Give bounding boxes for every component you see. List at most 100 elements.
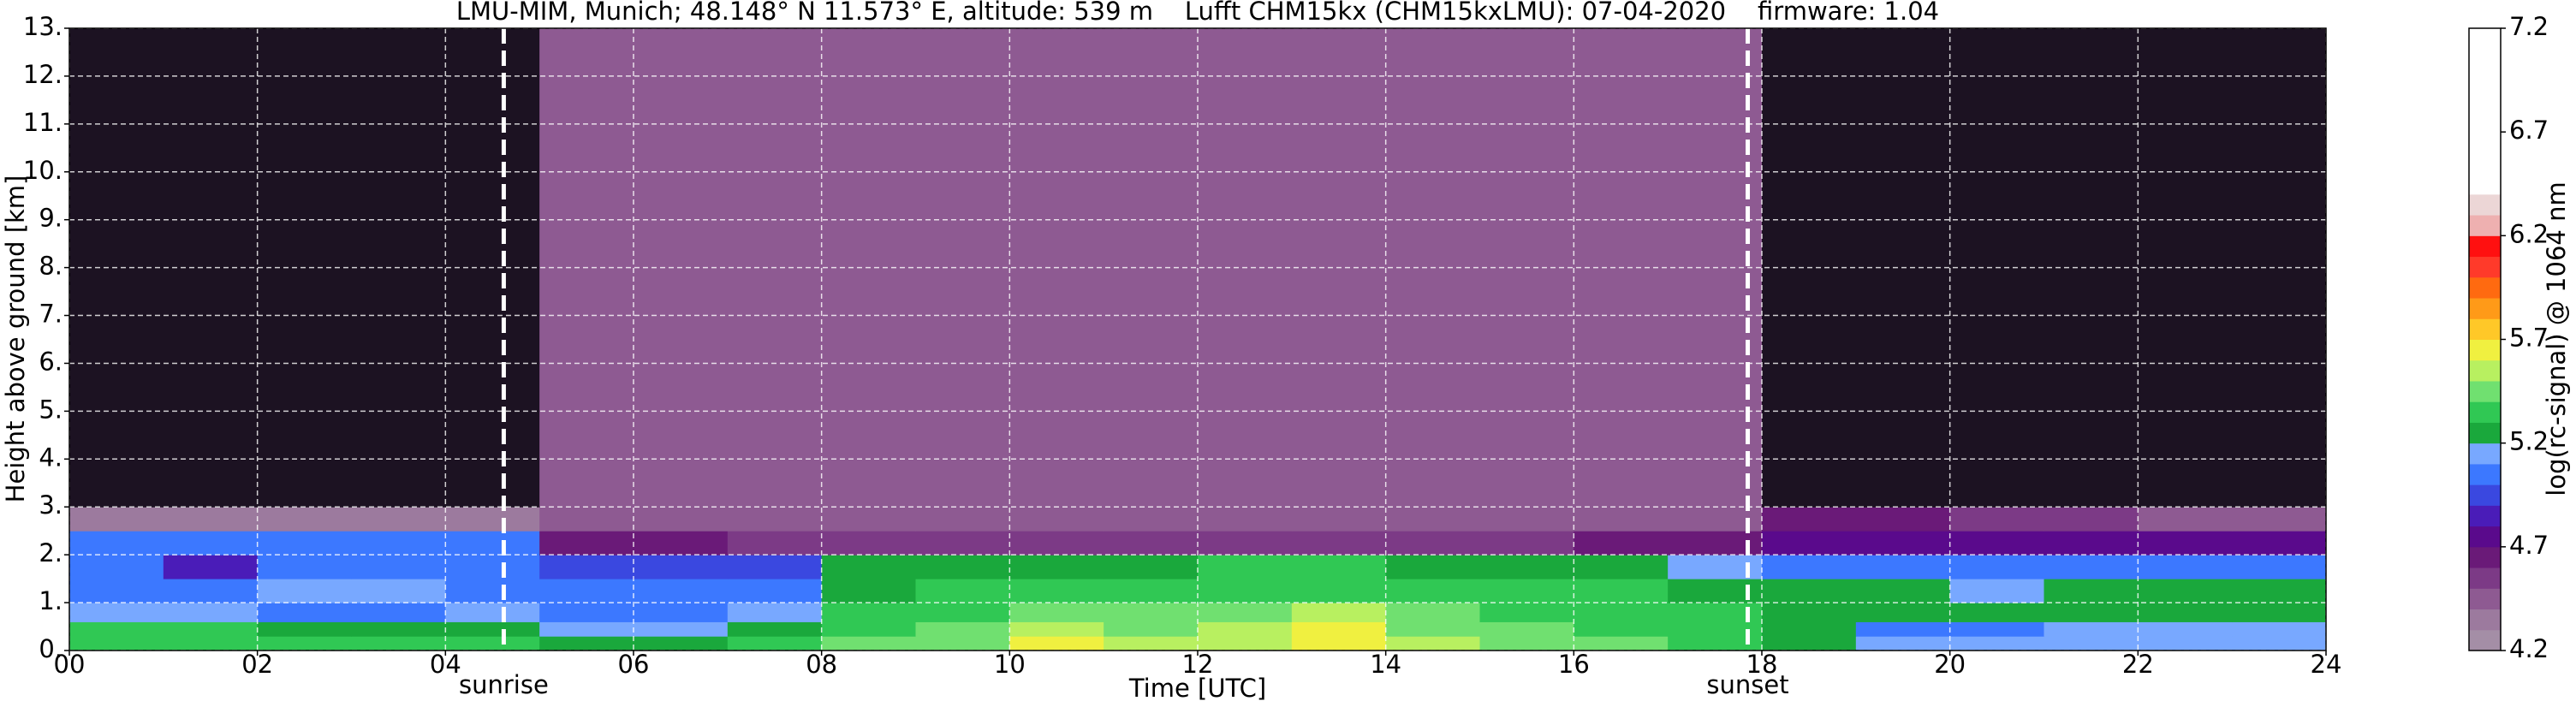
heatmap-cell [257, 579, 352, 603]
heatmap-cell [1104, 507, 1199, 532]
heatmap-cell [2138, 603, 2233, 622]
y-tick-label: 13. [23, 12, 62, 41]
heatmap-cell [1668, 636, 1763, 651]
heatmap-cell [1385, 555, 1480, 579]
colorbar-segment [2469, 588, 2501, 610]
heatmap-cell [351, 621, 446, 637]
heatmap-cell [634, 603, 729, 622]
heatmap-cell [1104, 636, 1199, 651]
y-tick-label: 0. [39, 634, 62, 663]
heatmap-cell [1198, 507, 1293, 532]
heatmap-cell [1479, 636, 1574, 651]
heatmap-cell [2232, 579, 2327, 603]
heatmap-cell [351, 507, 446, 532]
heatmap-cell [351, 636, 446, 651]
heatmap-cell [1479, 603, 1574, 622]
heatmap-cell [1385, 636, 1480, 651]
y-tick-label: 4. [39, 443, 62, 472]
colorbar-segment [2469, 152, 2501, 175]
x-tick-label: 00 [54, 650, 86, 679]
colorbar-segment [2469, 110, 2501, 133]
heatmap-cell [445, 555, 540, 579]
heatmap-cell [1385, 621, 1480, 637]
heatmap-cell [1762, 579, 1857, 603]
heatmap-cell [351, 579, 446, 603]
heatmap-cell [821, 603, 916, 622]
heatmap-cell [1574, 579, 1669, 603]
heatmap-cell [1762, 621, 1857, 637]
colorbar-segment [2469, 298, 2501, 319]
x-tick-label: 10 [994, 650, 1026, 679]
heatmap-cell [1949, 531, 2044, 556]
colorbar-tick-label: 4.2 [2509, 634, 2549, 663]
heatmap-cell [915, 636, 1010, 651]
heatmap-cell [257, 636, 352, 651]
heatmap-cell [727, 507, 823, 532]
heatmap-cell [1104, 579, 1199, 603]
y-tick-label: 10. [23, 156, 62, 185]
heatmap-cell [1385, 531, 1480, 556]
heatmap-cell [1949, 621, 2044, 637]
heatmap-cell [821, 636, 916, 651]
colorbar-segment [2469, 422, 2501, 444]
heatmap-cell [257, 555, 352, 579]
heatmap-cell [821, 507, 916, 532]
heatmap-cell [1009, 531, 1104, 556]
heatmap-cell [539, 621, 634, 637]
heatmap-cell [2044, 579, 2139, 603]
heatmap-cell [634, 531, 729, 556]
heatmap-cell [1385, 507, 1480, 532]
heatmap-cell [539, 531, 634, 556]
heatmap-cell [1009, 507, 1104, 532]
y-tick-label: 3. [39, 490, 62, 520]
heatmap-cell [1574, 531, 1669, 556]
colorbar-segment [2469, 380, 2501, 402]
heatmap-cell [1762, 555, 1857, 579]
heatmap-cell [163, 555, 259, 579]
heatmap-cell [915, 531, 1010, 556]
heatmap-cell [2044, 555, 2139, 579]
heatmap-cell [2232, 603, 2327, 622]
x-tick-label: 12 [1182, 650, 1214, 679]
y-tick-label: 11. [23, 108, 62, 137]
y-tick-label: 2. [39, 538, 62, 567]
heatmap-cell [163, 507, 259, 532]
heatmap-cell [163, 603, 259, 622]
plot-frame [68, 27, 2327, 651]
annotation-label: sunrise [459, 670, 549, 699]
colorbar-segment [2469, 318, 2501, 340]
heatmap-cell [2138, 531, 2233, 556]
heatmap-cell [1385, 603, 1480, 622]
heatmap-cell [1104, 531, 1199, 556]
heatmap-cell [634, 621, 729, 637]
x-tick-label: 24 [2311, 650, 2342, 679]
heatmap-cell [1479, 621, 1574, 637]
annotation-label: sunset [1706, 670, 1788, 699]
heatmap-cell [69, 531, 164, 556]
heatmap-cell [1198, 603, 1293, 622]
heatmap-cell [1762, 603, 1857, 622]
y-tick-label: 6. [39, 347, 62, 376]
heatmap-cell [163, 636, 259, 651]
heatmap-cell [727, 555, 823, 579]
heatmap-cell [2138, 636, 2233, 651]
colorbar-tick-label: 6.2 [2509, 219, 2549, 248]
heatmap-cell [915, 507, 1010, 532]
heatmap-cell [1009, 636, 1104, 651]
heatmap-cell [2138, 507, 2233, 532]
heatmap-cell [1291, 603, 1387, 622]
heatmap-cell [1855, 507, 1951, 532]
heatmap-cell [1479, 579, 1574, 603]
colorbar-segment [2469, 401, 2501, 423]
x-tick-label: 22 [2122, 650, 2154, 679]
x-tick-label: 16 [1558, 650, 1590, 679]
x-tick-label: 08 [806, 650, 837, 679]
x-tick-label: 04 [430, 650, 461, 679]
colorbar-segment [2469, 173, 2501, 195]
heatmap-cell [1009, 621, 1104, 637]
heatmap-cell [351, 531, 446, 556]
colorbar-tick-label: 4.7 [2509, 531, 2549, 560]
heatmap-cell [1198, 555, 1293, 579]
colorbar-segment [2469, 567, 2501, 589]
heatmap-cell [539, 603, 634, 622]
